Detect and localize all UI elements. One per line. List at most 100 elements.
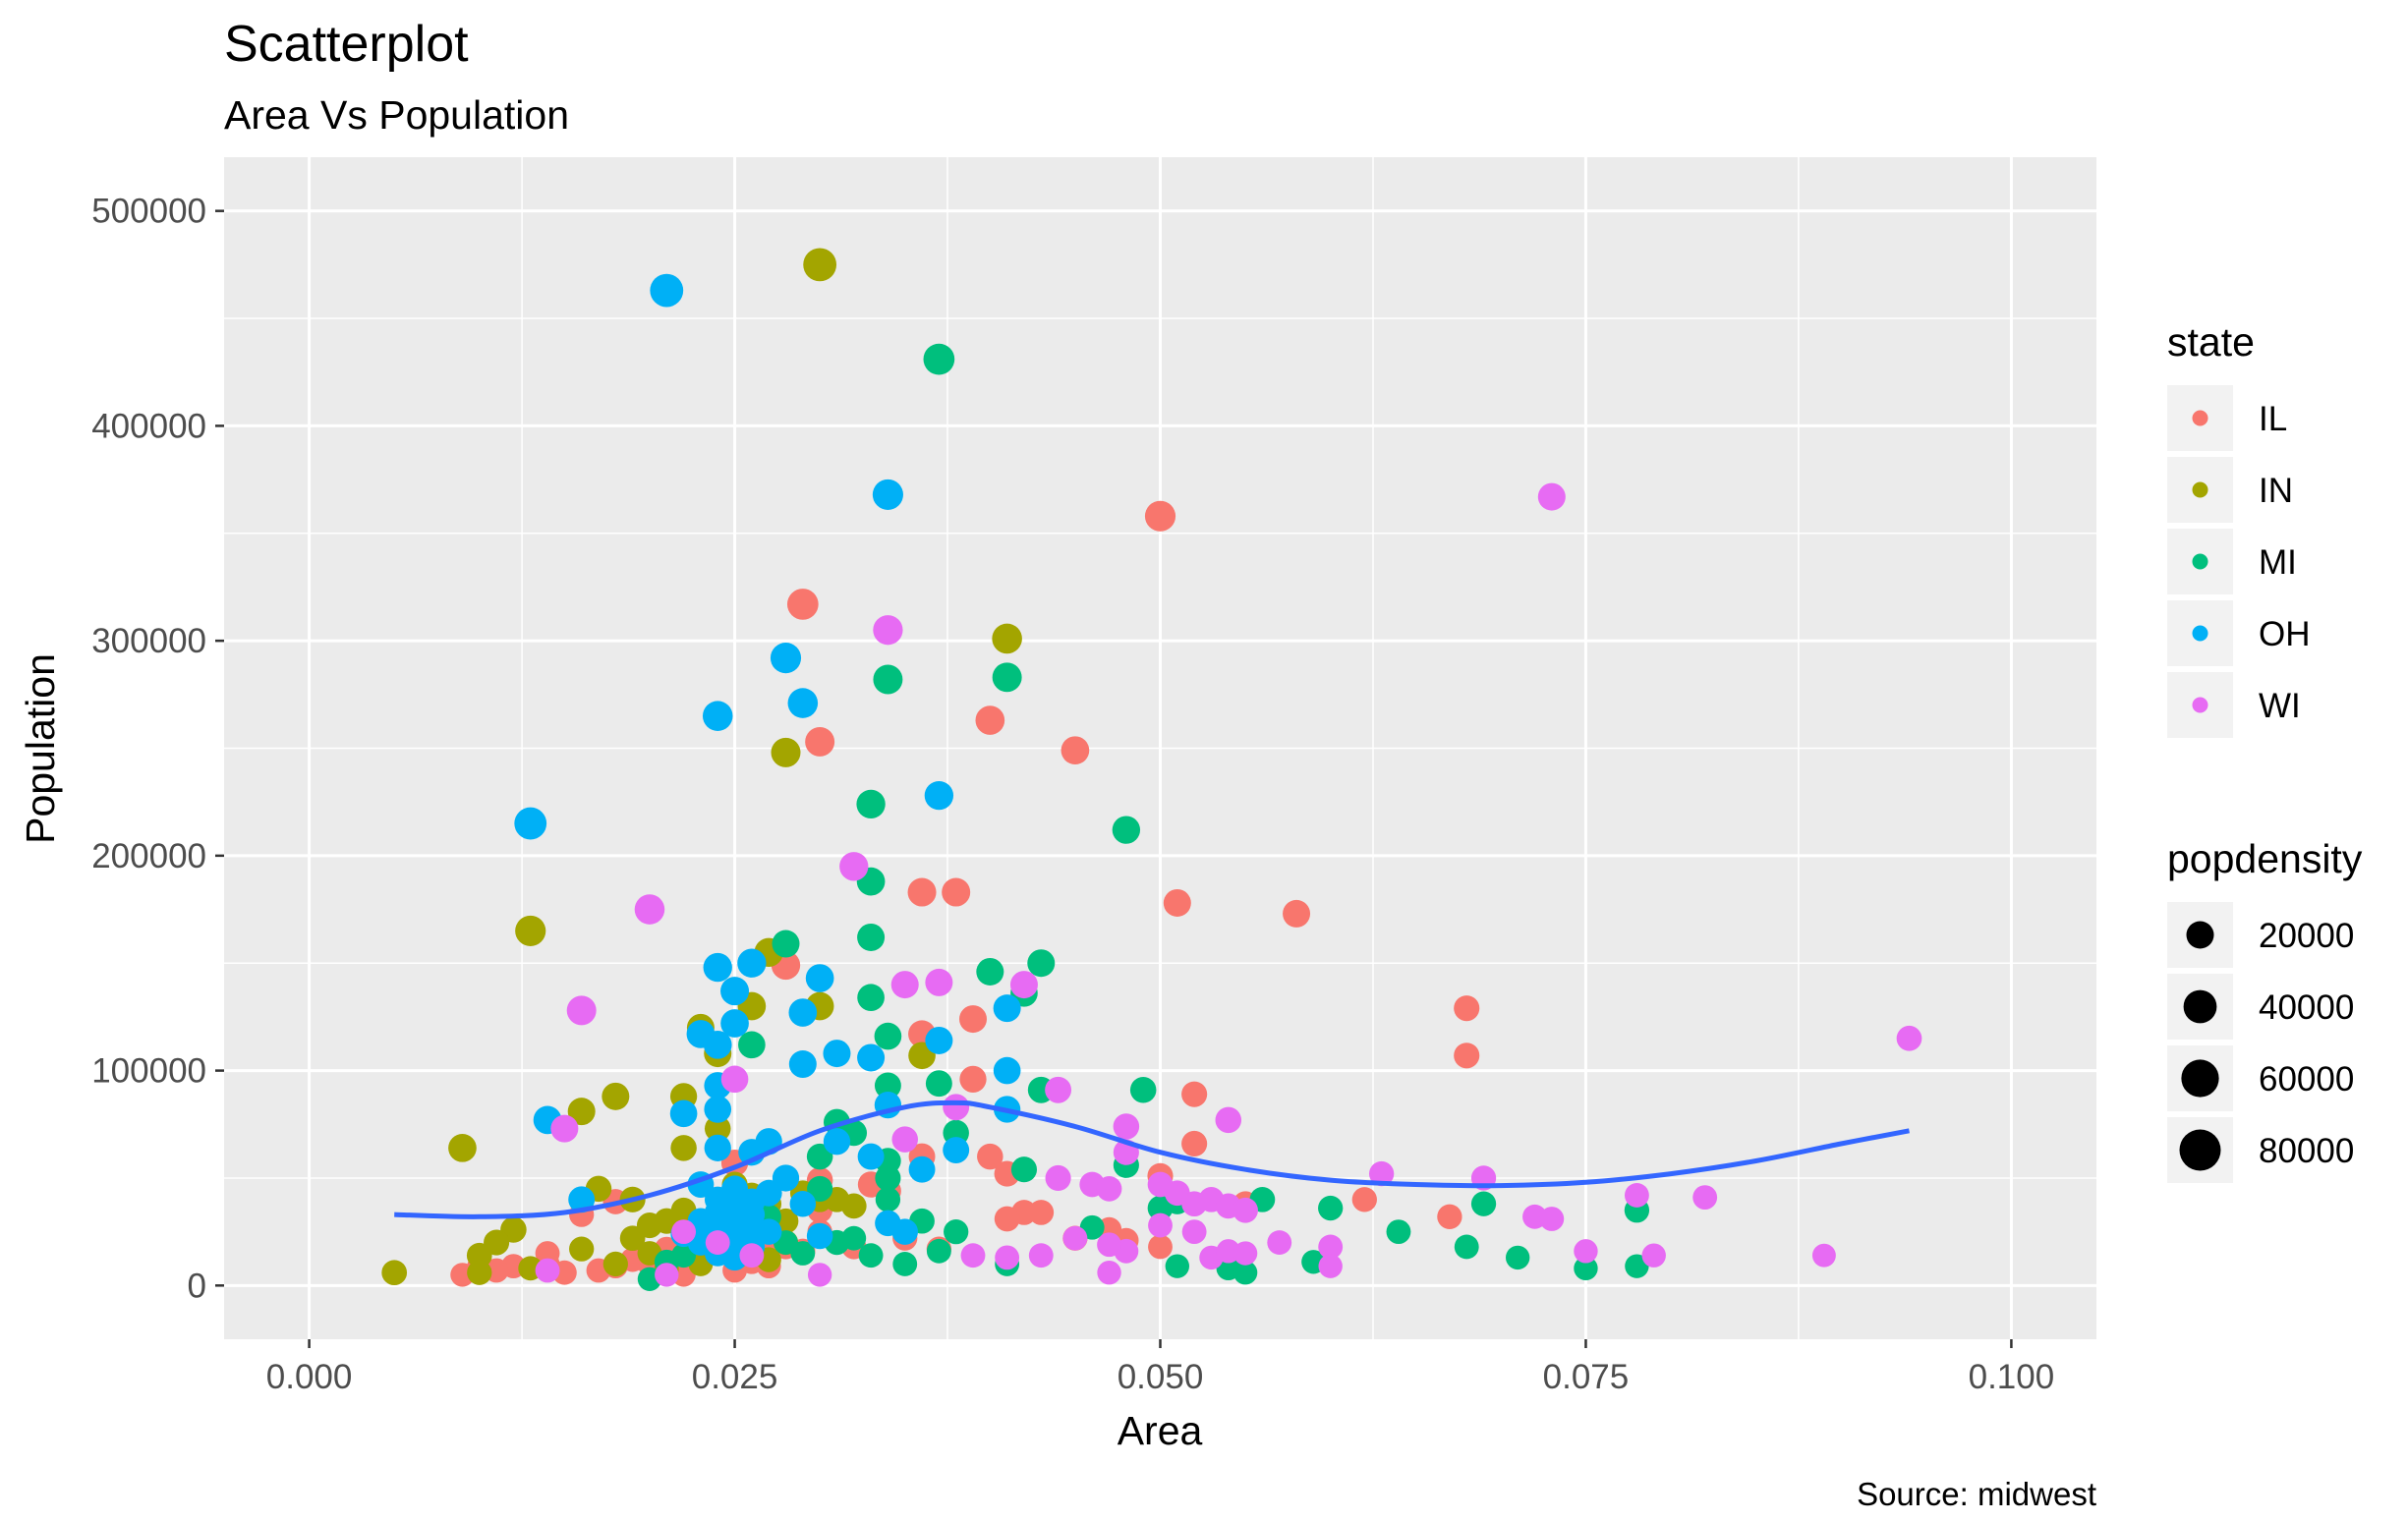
data-point-il: [1181, 1130, 1208, 1157]
data-point-oh: [788, 1050, 817, 1079]
data-point-in: [602, 1251, 628, 1277]
data-point-mi: [992, 662, 1022, 693]
data-point-mi: [772, 930, 800, 958]
size-legend-title: popdensity: [2167, 836, 2363, 881]
data-point-mi: [806, 1143, 833, 1170]
data-point-wi: [890, 971, 919, 999]
data-point-wi: [566, 995, 597, 1026]
data-point-oh: [805, 964, 834, 992]
data-point-il: [959, 1065, 987, 1093]
data-point-wi: [1896, 1025, 1922, 1051]
x-tick-label: 0.050: [1118, 1358, 1204, 1396]
data-point-mi: [1625, 1254, 1649, 1278]
data-point-wi: [1148, 1212, 1173, 1238]
data-point-wi: [705, 1230, 730, 1255]
data-point-oh: [823, 1128, 851, 1156]
data-point-mi: [1129, 1077, 1157, 1103]
data-point-oh: [755, 1218, 782, 1245]
data-point-wi: [1096, 1176, 1122, 1202]
data-point-mi: [857, 984, 885, 1012]
size-legend-swatch: [2179, 1129, 2221, 1171]
data-point-wi: [1318, 1254, 1343, 1278]
data-point-in: [381, 1260, 408, 1286]
data-point-wi: [839, 852, 869, 881]
data-point-wi: [1641, 1243, 1666, 1268]
size-legend-label: 80000: [2259, 1132, 2354, 1170]
data-point-wi: [1009, 971, 1038, 999]
data-point-wi: [1539, 1207, 1565, 1231]
data-point-il: [1061, 736, 1090, 765]
data-point-mi: [1470, 1191, 1497, 1216]
legend-label-oh: OH: [2259, 615, 2311, 653]
data-point-oh: [704, 1134, 731, 1161]
data-point-wi: [1028, 1243, 1054, 1268]
size-legend: 20000 40000 60000 80000: [2167, 902, 2354, 1183]
data-point-wi: [1113, 1113, 1140, 1140]
data-points: [381, 248, 1922, 1291]
data-point-oh: [669, 1099, 698, 1128]
data-point-il: [786, 589, 819, 620]
data-point-il: [942, 877, 971, 907]
data-point-wi: [1233, 1241, 1258, 1266]
data-point-wi: [550, 1114, 579, 1143]
data-point-il: [1454, 1043, 1480, 1069]
y-tick-label: 100000: [91, 1052, 206, 1091]
data-point-il: [1454, 995, 1480, 1022]
data-point-wi: [1692, 1185, 1718, 1211]
data-point-oh: [650, 273, 684, 308]
data-point-oh: [737, 948, 767, 978]
data-point-in: [840, 1193, 867, 1219]
data-point-oh: [872, 479, 903, 510]
chart-caption: Source: midwest: [1857, 1476, 2096, 1512]
legend-label-wi: WI: [2259, 687, 2301, 725]
legend-label-mi: MI: [2259, 543, 2297, 582]
data-point-mi: [1112, 816, 1141, 844]
data-point-mi: [1505, 1245, 1530, 1270]
data-point-il: [907, 877, 937, 907]
data-point-in: [670, 1135, 697, 1161]
data-point-wi: [1624, 1183, 1649, 1208]
data-point-mi: [1318, 1195, 1344, 1221]
data-point-mi: [923, 343, 955, 375]
chart-title: Scatterplot: [224, 16, 469, 73]
data-point-il: [975, 705, 1005, 735]
data-point-wi: [1215, 1106, 1242, 1134]
data-point-wi: [720, 1065, 749, 1094]
data-point-oh: [704, 1096, 732, 1123]
data-point-il: [1028, 1200, 1055, 1225]
data-point-in: [704, 1115, 731, 1142]
data-point-mi: [875, 1164, 901, 1192]
y-axis-title: Population: [18, 653, 63, 844]
data-point-mi: [807, 1175, 833, 1202]
data-point-mi: [1574, 1256, 1598, 1281]
data-point-oh: [993, 1056, 1021, 1085]
data-point-oh: [789, 1190, 817, 1217]
data-point-mi: [1027, 949, 1056, 978]
legend-label-in: IN: [2259, 472, 2293, 510]
data-point-wi: [739, 1243, 765, 1268]
data-point-oh: [704, 1186, 731, 1213]
data-point-oh: [787, 688, 819, 718]
legend-swatch-in: [2192, 481, 2208, 498]
data-point-oh: [770, 643, 802, 674]
data-point-wi: [1097, 1232, 1121, 1258]
legend-swatch-il: [2192, 410, 2208, 426]
data-point-mi: [873, 664, 903, 695]
data-point-il: [1351, 1187, 1377, 1212]
x-tick-label: 0.075: [1543, 1358, 1630, 1396]
data-point-oh: [908, 1156, 936, 1183]
data-point-oh: [568, 1186, 596, 1213]
data-point-oh: [823, 1040, 851, 1068]
data-point-il: [1144, 500, 1176, 532]
data-point-mi: [925, 1070, 952, 1098]
size-legend-label: 40000: [2259, 988, 2354, 1027]
data-point-oh: [720, 977, 750, 1006]
data-point-wi: [1811, 1243, 1836, 1268]
x-axis-title: Area: [1118, 1408, 1203, 1453]
data-point-wi: [1062, 1225, 1088, 1251]
data-point-wi: [943, 1094, 970, 1121]
data-point-mi: [1233, 1261, 1258, 1285]
y-tick-label: 200000: [91, 837, 206, 875]
y-tick-label: 300000: [91, 622, 206, 660]
